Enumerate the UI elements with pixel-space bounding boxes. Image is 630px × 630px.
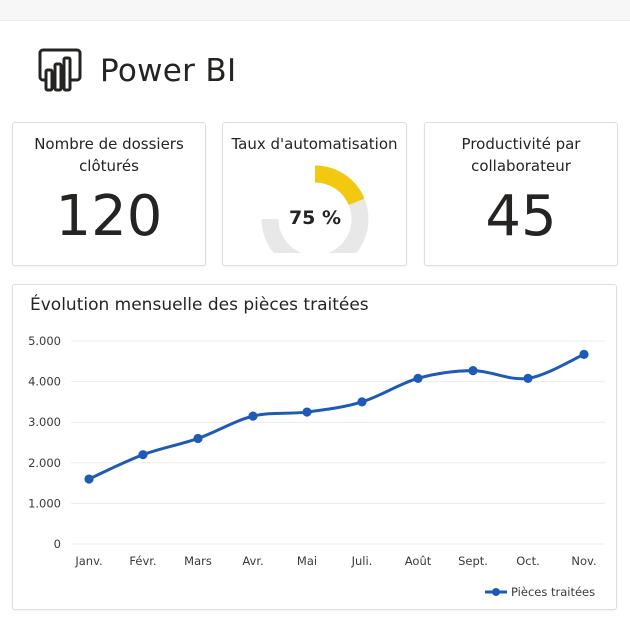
legend-label: Pièces traitées	[511, 585, 595, 599]
x-tick-label: Sept.	[458, 554, 488, 568]
y-tick-label: 0	[54, 537, 61, 551]
kpi-title-line: clôturés	[79, 157, 139, 175]
legend-marker	[492, 588, 500, 596]
kpi-title: Nombre de dossiers clôturés	[13, 133, 205, 177]
x-tick-label: Févr.	[129, 554, 156, 568]
y-tick-label: 5.000	[28, 334, 61, 348]
x-tick-label: Nov.	[571, 554, 596, 568]
chart-title: Évolution mensuelle des pièces traitées	[30, 295, 369, 315]
data-point	[193, 433, 203, 444]
x-tick-label: Juli.	[351, 554, 373, 568]
kpi-title-line: collaborateur	[471, 157, 571, 175]
data-point	[468, 366, 478, 376]
x-tick-label: Août	[405, 554, 432, 568]
kpi-title: Taux d'automatisation	[223, 133, 406, 155]
data-point	[413, 373, 423, 383]
x-tick-label: Avr.	[242, 554, 263, 568]
gauge-fill	[314, 165, 365, 206]
series-line	[87, 352, 586, 481]
kpi-title-line: Productivité par	[461, 135, 581, 153]
power-bi-logo-icon	[38, 48, 82, 92]
brand-header: Power BI	[38, 46, 236, 96]
kpi-title-line: Nombre de dossiers	[34, 135, 184, 153]
data-point	[138, 450, 148, 460]
automation-gauge: 75 %	[261, 165, 369, 253]
x-tick-label: Mai	[297, 554, 317, 568]
kpi-title: Productivité par collaborateur	[425, 133, 617, 177]
data-point	[357, 397, 367, 407]
y-tick-label: 2.000	[28, 456, 61, 470]
line-chart: 0 1.000 2.000 3.000 4.000 5.000 Janv. Févr. Mars…	[28, 334, 605, 599]
y-tick-label: 4.000	[28, 375, 61, 389]
kpi-title-line: Taux d'automatisation	[231, 135, 398, 153]
data-point	[579, 349, 589, 359]
x-tick-label: Janv.	[74, 554, 102, 568]
app-name: Power BI	[100, 53, 237, 89]
line-chart-card[interactable]: Évolution mensuelle des pièces traitées …	[12, 284, 617, 610]
kpi-value: 120	[55, 184, 163, 249]
kpi-card-dossiers[interactable]: Nombre de dossiers clôturés 120	[12, 122, 206, 266]
y-tick-label: 1.000	[28, 496, 61, 510]
gauge-value-label: 75 %	[289, 207, 341, 229]
x-tick-label: Oct.	[516, 554, 540, 568]
x-tick-label: Mars	[184, 554, 212, 568]
kpi-card-productivite[interactable]: Productivité par collaborateur 45	[424, 122, 618, 266]
kpi-card-automatisation[interactable]: Taux d'automatisation 75 %	[222, 122, 407, 266]
top-bar	[0, 0, 630, 21]
data-point	[248, 411, 258, 421]
data-point	[84, 474, 94, 484]
data-point	[302, 407, 312, 417]
kpi-value: 45	[485, 184, 557, 249]
y-tick-label: 3.000	[28, 415, 61, 429]
data-point	[523, 373, 533, 383]
